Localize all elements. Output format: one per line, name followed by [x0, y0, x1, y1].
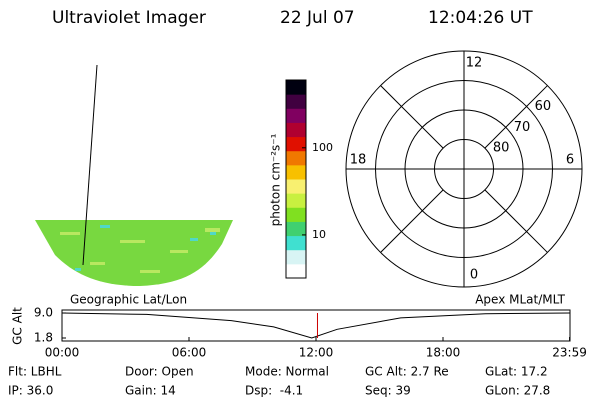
instrument: Ultraviolet Imager [52, 8, 206, 28]
colorbar-band [286, 263, 306, 279]
x-tick-label: 00:00 [45, 346, 80, 360]
mlt-label: 18 [350, 153, 367, 168]
status-field: GC Alt: 2.7 Re [365, 365, 449, 379]
terminator-line [82, 64, 98, 266]
colorbar-band [286, 221, 306, 237]
colorbar-band [286, 108, 306, 123]
lat-label: 70 [514, 120, 531, 135]
colorbar-band [286, 94, 306, 109]
x-tick-label: 12:00 [299, 346, 334, 360]
colorbar-band [286, 179, 306, 194]
mlt-diagonal [484, 85, 548, 149]
lat-ring [375, 80, 553, 258]
status-field: GLon: 27.8 [485, 384, 550, 398]
lat-label: 80 [493, 141, 510, 156]
lat-ring [404, 109, 524, 229]
y-tick-label: 1.8 [34, 331, 53, 345]
mlt-label: 0 [470, 268, 478, 283]
colorbar-band [286, 193, 306, 208]
mlt-label: 12 [466, 56, 483, 71]
status-field: IP: 36.0 [8, 384, 53, 398]
image [35, 64, 233, 286]
mlt-diagonal [380, 85, 444, 149]
status-field: Mode: Normal [245, 365, 329, 379]
colorbar-band [286, 207, 306, 222]
colorbar-band [286, 235, 306, 251]
mlt-diagonal [380, 189, 444, 253]
x-tick-label: 23:59 [552, 346, 587, 360]
status-field: Door: Open [125, 365, 194, 379]
colorbar-band [286, 80, 306, 95]
mlt-label: 6 [566, 153, 574, 168]
colorbar-tick-label: 10 [312, 228, 326, 241]
lat-ring [434, 139, 494, 199]
x-tick-label: 06:00 [172, 346, 207, 360]
colorbar-frame [285, 79, 307, 279]
status-field: Dsp: -4.1 [245, 384, 303, 398]
image-texture [60, 228, 220, 273]
status-field: Flt: LBHL [8, 365, 62, 379]
status-field: Gain: 14 [125, 384, 176, 398]
colorbar-tick-label: 100 [312, 141, 333, 154]
auroral-image [35, 220, 233, 286]
left-label: Geographic Lat/Lon [70, 293, 187, 307]
colorbar-band [286, 122, 306, 138]
colorbar-band [286, 150, 306, 166]
x-tick-label: 18:00 [426, 346, 461, 360]
lat-label: 60 [535, 99, 552, 114]
status-field: GLat: 17.2 [485, 365, 548, 379]
colorbar-band [286, 249, 306, 265]
status-field: Seq: 39 [365, 384, 411, 398]
colorbar-band [286, 164, 306, 180]
y-axis-label: GC Alt [11, 307, 25, 345]
altitude-curve [61, 312, 571, 339]
y-tick-label: 9.0 [34, 306, 53, 320]
colorbar-band [286, 136, 306, 152]
colorbar-label: photon cm⁻²s⁻¹ [269, 133, 283, 226]
time: 12:04:26 UT [428, 8, 533, 28]
mlt-diagonal [484, 189, 548, 253]
right-label: Apex MLat/MLT [475, 293, 565, 307]
date: 22 Jul 07 [280, 8, 355, 28]
